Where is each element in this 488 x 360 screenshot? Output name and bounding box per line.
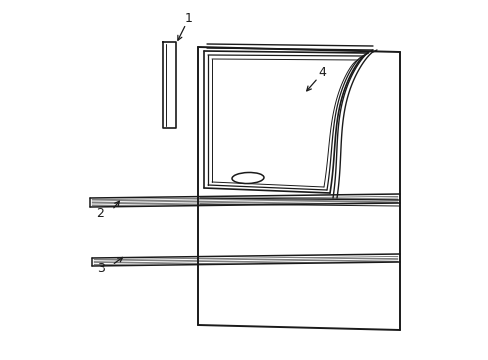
Text: 3: 3 — [97, 262, 105, 275]
Text: 2: 2 — [96, 207, 104, 220]
Text: 1: 1 — [184, 12, 193, 24]
Text: 4: 4 — [317, 66, 325, 78]
